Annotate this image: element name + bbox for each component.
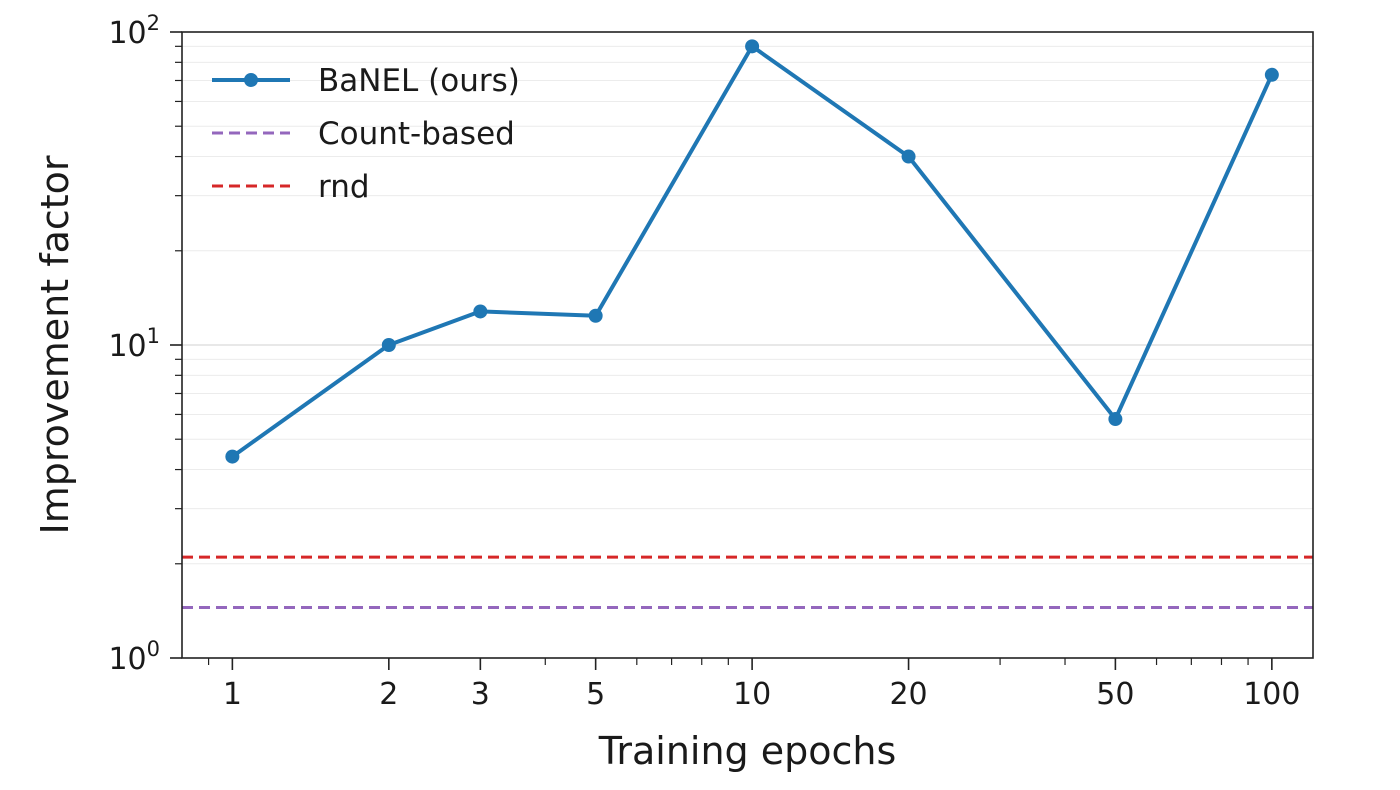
data-point xyxy=(473,304,488,319)
data-point xyxy=(1108,412,1123,427)
data-point xyxy=(745,39,760,54)
y-tick-label: 101 xyxy=(108,324,160,364)
series-line xyxy=(231,44,1274,459)
legend-label: Count-based xyxy=(318,116,515,152)
x-tick-labels: 1 2 3 5 10 20 50 100 xyxy=(223,677,1301,712)
x-tick-label: 1 xyxy=(223,677,242,712)
legend-marker xyxy=(244,73,258,87)
x-axis-label: Training epochs xyxy=(598,729,897,773)
data-point xyxy=(588,308,603,323)
x-tick-label: 2 xyxy=(379,677,398,712)
x-tick-label: 50 xyxy=(1096,677,1134,712)
x-tick-label: 3 xyxy=(471,677,490,712)
x-tick-label: 10 xyxy=(733,677,771,712)
legend-label: BaNEL (ours) xyxy=(318,63,520,99)
legend-label: rnd xyxy=(318,169,370,205)
x-tick-label: 100 xyxy=(1243,677,1300,712)
data-point xyxy=(901,149,916,164)
legend-entry: BaNEL (ours) xyxy=(212,63,520,99)
data-point xyxy=(225,449,240,464)
legend-entry: Count-based xyxy=(212,116,515,152)
data-point xyxy=(381,338,396,352)
x-tick-label: 5 xyxy=(586,677,605,712)
x-tick-label: 20 xyxy=(889,677,927,712)
legend-entry: rnd xyxy=(212,169,370,205)
y-tick-label: 102 xyxy=(108,11,160,51)
y-axis-label: Improvement factor xyxy=(33,155,77,534)
legend: BaNEL (ours) Count-based rnd xyxy=(212,63,520,205)
series-layer xyxy=(225,39,1279,464)
data-point xyxy=(1264,67,1279,82)
y-tick-labels: 100 101 102 xyxy=(108,11,160,677)
y-tick-label: 100 xyxy=(108,637,160,677)
axis-ticks xyxy=(170,31,1273,670)
reference-lines xyxy=(182,555,1313,609)
